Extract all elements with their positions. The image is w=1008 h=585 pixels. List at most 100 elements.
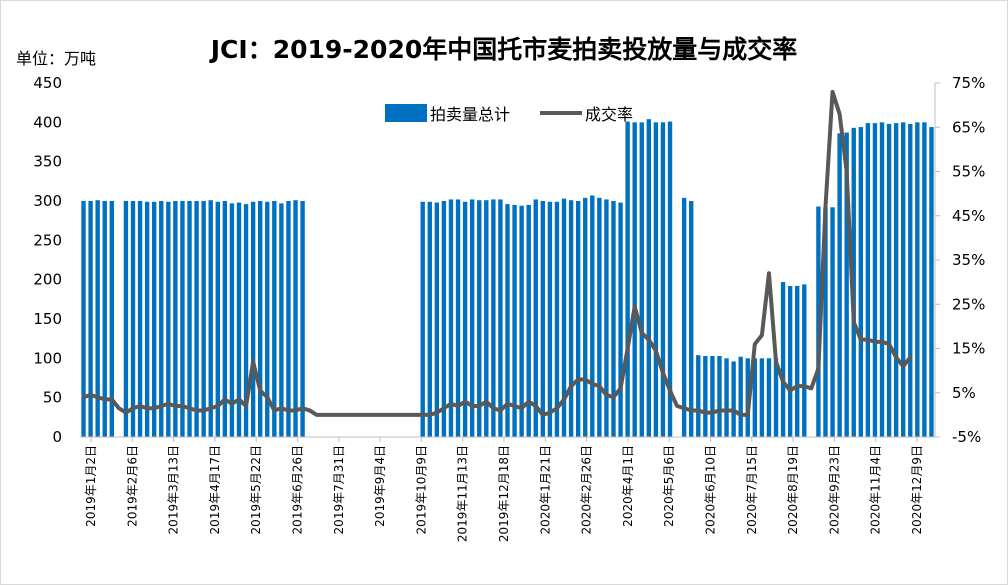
x-tick-label: 2019年6月26日 xyxy=(291,445,305,534)
bar xyxy=(724,358,729,437)
x-tick-label: 2020年11月4日 xyxy=(869,445,883,534)
bar xyxy=(625,121,630,438)
bar xyxy=(837,133,842,437)
bar xyxy=(738,356,743,437)
bar xyxy=(491,199,496,437)
bar xyxy=(208,200,213,437)
bar xyxy=(802,284,807,437)
bar xyxy=(823,207,828,437)
bar xyxy=(632,122,637,437)
y-left-tick-label: 200 xyxy=(33,271,62,289)
y-right-tick-label: 75% xyxy=(952,74,985,92)
x-tick-label: 2019年7月31日 xyxy=(332,445,346,534)
bar xyxy=(787,285,793,437)
bar xyxy=(547,201,553,437)
y-left-tick-label: 100 xyxy=(33,349,62,367)
bar xyxy=(872,123,878,438)
bar xyxy=(222,201,228,437)
bar xyxy=(908,123,913,437)
x-tick-label: 2020年1月21日 xyxy=(538,445,552,534)
bar xyxy=(201,201,206,437)
x-tick-label: 2020年2月26日 xyxy=(580,445,594,534)
bar xyxy=(554,201,560,437)
chart-title: JCI：2019-2020年中国托市麦拍卖投放量与成交率 xyxy=(210,35,798,64)
line-series xyxy=(81,89,913,417)
bar xyxy=(922,122,927,437)
legend-line-label: 成交率 xyxy=(585,105,633,124)
bar xyxy=(590,195,595,437)
bar xyxy=(272,201,277,437)
bar xyxy=(816,206,821,437)
bar xyxy=(780,282,786,437)
bar xyxy=(144,201,150,437)
y-left-tick-label: 50 xyxy=(43,389,62,407)
bar xyxy=(533,199,538,437)
bar xyxy=(901,122,906,437)
bar xyxy=(886,123,892,437)
bar xyxy=(681,197,687,437)
x-tick-label: 2019年2月6日 xyxy=(125,445,139,527)
x-tick-label: 2019年4月17日 xyxy=(208,445,222,534)
bar xyxy=(766,358,772,437)
bar xyxy=(434,202,440,437)
bar xyxy=(420,201,425,437)
bar xyxy=(604,199,609,437)
bar xyxy=(773,358,779,437)
bar xyxy=(95,200,100,437)
bar xyxy=(123,201,129,437)
bar xyxy=(879,122,885,437)
bar xyxy=(236,202,242,437)
y-left-tick-label: 0 xyxy=(52,428,62,446)
bar xyxy=(653,122,659,437)
bar xyxy=(229,203,235,437)
bar xyxy=(519,205,524,437)
bar xyxy=(484,200,489,437)
x-tick-label: 2019年10月9日 xyxy=(414,445,428,534)
bar xyxy=(258,201,263,437)
bar xyxy=(293,200,298,437)
y-left-tick-label: 450 xyxy=(33,74,62,92)
y-right-tick-label: 5% xyxy=(952,384,976,402)
bar xyxy=(759,358,765,437)
x-tick-label: 2020年12月9日 xyxy=(910,445,924,534)
bar xyxy=(300,201,305,437)
bar xyxy=(427,201,432,437)
x-tick-label: 2019年11月13日 xyxy=(456,445,470,542)
y-left-tick-label: 150 xyxy=(33,310,62,328)
bar xyxy=(710,355,715,437)
bar xyxy=(173,201,178,437)
bar xyxy=(540,201,546,437)
y-left-tick-label: 300 xyxy=(33,192,62,210)
bar xyxy=(250,201,256,437)
bar xyxy=(646,119,652,437)
bar xyxy=(844,132,849,437)
y-right-tick-label: -5% xyxy=(952,428,981,446)
x-tick-label: 2020年8月19日 xyxy=(786,445,800,534)
bar xyxy=(109,201,114,437)
x-tick-label: 2019年3月13日 xyxy=(167,445,181,534)
unit-label: 单位：万吨 xyxy=(16,49,97,68)
bar xyxy=(561,198,567,437)
y-right-tick-label: 25% xyxy=(952,295,985,313)
bar xyxy=(152,201,157,437)
y-right-tick-label: 45% xyxy=(952,207,985,225)
bar xyxy=(455,199,461,437)
bar-series xyxy=(81,119,934,438)
bar xyxy=(660,122,666,437)
bar xyxy=(81,201,86,437)
bar xyxy=(286,201,291,437)
bar xyxy=(187,201,192,437)
legend: 拍卖量总计 成交率 xyxy=(385,104,633,124)
bar xyxy=(929,127,934,438)
x-tick-label: 2019年1月2日 xyxy=(84,445,98,527)
bar xyxy=(441,201,447,437)
bar xyxy=(130,201,136,437)
bar xyxy=(215,201,220,437)
bar xyxy=(865,123,871,438)
bar xyxy=(265,201,270,437)
x-tick-label: 2020年6月10日 xyxy=(704,445,718,534)
bar xyxy=(166,201,171,437)
bar xyxy=(243,204,249,437)
x-tick-label: 2020年9月23日 xyxy=(827,445,841,534)
